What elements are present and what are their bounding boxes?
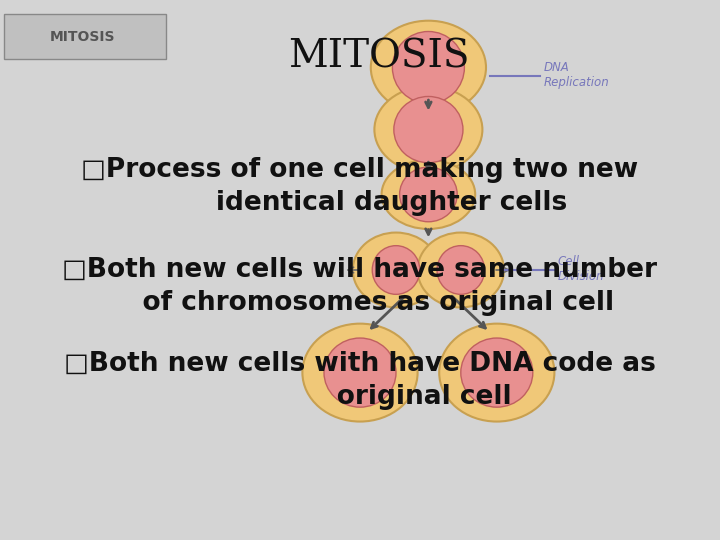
FancyBboxPatch shape bbox=[4, 14, 166, 59]
Ellipse shape bbox=[353, 233, 439, 307]
Ellipse shape bbox=[418, 233, 504, 307]
Text: DNA
Replication: DNA Replication bbox=[544, 60, 609, 89]
Ellipse shape bbox=[439, 323, 554, 422]
Ellipse shape bbox=[392, 31, 464, 104]
Ellipse shape bbox=[371, 21, 486, 114]
Text: □Both new cells with have DNA code as
              original cell: □Both new cells with have DNA code as or… bbox=[64, 351, 656, 410]
Ellipse shape bbox=[374, 86, 482, 173]
Ellipse shape bbox=[400, 167, 457, 222]
Text: □Both new cells will have same number
    of chromosomes as original cell: □Both new cells will have same number of… bbox=[63, 256, 657, 316]
Ellipse shape bbox=[394, 97, 463, 163]
Ellipse shape bbox=[372, 246, 420, 294]
Ellipse shape bbox=[461, 338, 533, 407]
Text: MITOSIS: MITOSIS bbox=[288, 38, 469, 75]
Text: Cell
Division: Cell Division bbox=[558, 255, 605, 283]
Text: MITOSIS: MITOSIS bbox=[50, 30, 115, 44]
Ellipse shape bbox=[437, 246, 485, 294]
Ellipse shape bbox=[302, 323, 418, 422]
Ellipse shape bbox=[324, 338, 396, 407]
Ellipse shape bbox=[382, 160, 475, 229]
Text: □Process of one cell making two new
       identical daughter cells: □Process of one cell making two new iden… bbox=[81, 157, 639, 216]
